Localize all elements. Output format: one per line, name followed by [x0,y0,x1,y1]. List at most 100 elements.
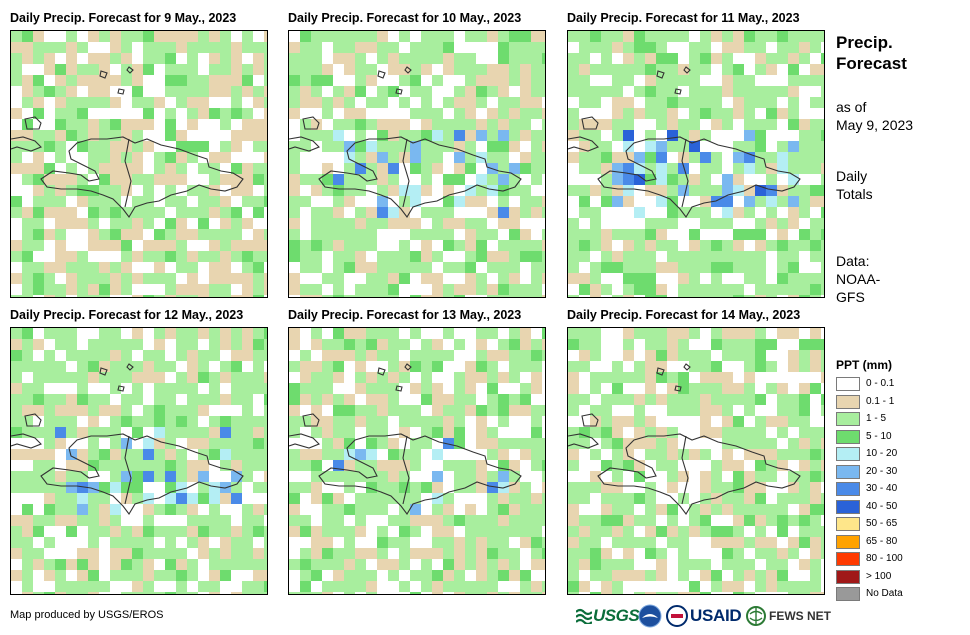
precip-cell [366,548,377,559]
precip-cell [388,218,399,229]
precip-cell [810,262,821,273]
precip-cell [509,592,520,594]
precip-cell [176,405,187,416]
precip-cell [711,361,722,372]
precip-cell [542,548,545,559]
precip-cell [300,383,311,394]
precip-cell [810,207,821,218]
precip-cell [143,592,154,594]
precip-cell [121,570,132,581]
precip-cell [209,196,220,207]
precip-cell [645,64,656,75]
precip-cell [465,471,476,482]
precip-cell [454,196,465,207]
precip-cell [568,471,579,482]
precip-cell [465,372,476,383]
precip-cell [667,218,678,229]
precip-cell [777,372,788,383]
precip-cell [165,592,176,594]
precip-cell [465,570,476,581]
precip-cell [253,581,264,592]
precip-cell [498,295,509,297]
precip-cell [410,394,421,405]
precip-cell [667,53,678,64]
precip-cell [443,471,454,482]
precip-cell [744,361,755,372]
precip-cell [667,416,678,427]
precip-cell [44,405,55,416]
precip-cell [176,86,187,97]
precip-cell [242,383,253,394]
precip-cell [531,273,542,284]
precip-cell [344,185,355,196]
precip-cell [656,394,667,405]
precip-cell [121,284,132,295]
precip-cell [366,31,377,42]
precip-cell [264,273,267,284]
precip-cell [253,196,264,207]
precip-cell [476,75,487,86]
precip-cell [465,262,476,273]
precip-cell [700,460,711,471]
precip-cell [11,328,22,339]
precip-cell [366,273,377,284]
precip-cell [443,581,454,592]
precip-cell [487,570,498,581]
precip-cell [11,482,22,493]
precip-cell [623,273,634,284]
precip-cell [264,537,267,548]
precip-cell [755,460,766,471]
precip-cell [209,119,220,130]
precip-cell [667,449,678,460]
precip-cell [498,537,509,548]
precip-cell [231,570,242,581]
precip-cell [55,482,66,493]
precip-cell [700,427,711,438]
precip-cell [231,328,242,339]
precip-cell [198,229,209,240]
precip-cell [22,31,33,42]
precip-cell [755,251,766,262]
precip-cell [231,262,242,273]
precip-cell [399,328,410,339]
precip-cell [788,361,799,372]
precip-cell [799,174,810,185]
precip-cell [799,592,810,594]
precip-cell [542,141,545,152]
precip-cell [143,152,154,163]
precip-cell [366,207,377,218]
precip-cell [77,207,88,218]
precip-cell [231,405,242,416]
precip-cell [667,273,678,284]
precip-cell [264,262,267,273]
precip-cell [377,515,388,526]
precip-cell [454,130,465,141]
precip-cell [777,592,788,594]
precip-cell [253,75,264,86]
precip-cell [77,130,88,141]
precip-cell [300,471,311,482]
precip-cell [11,207,22,218]
precip-cell [11,64,22,75]
precip-cell [465,526,476,537]
precip-cell [689,53,700,64]
precip-cell [509,130,520,141]
precip-cell [601,251,612,262]
precip-cell [77,119,88,130]
precip-cell [421,405,432,416]
precip-cell [733,119,744,130]
precip-cell [520,251,531,262]
precip-cell [377,53,388,64]
haiti-dr-border [402,435,410,505]
precip-cell [755,119,766,130]
precip-cell [612,581,623,592]
precip-cell [66,361,77,372]
precip-cell [11,295,22,297]
precip-cell [333,108,344,119]
precip-cell [110,31,121,42]
precip-cell [110,141,121,152]
precip-cell [289,493,300,504]
precip-cell [355,350,366,361]
precip-cell [744,31,755,42]
precip-cell [810,372,821,383]
